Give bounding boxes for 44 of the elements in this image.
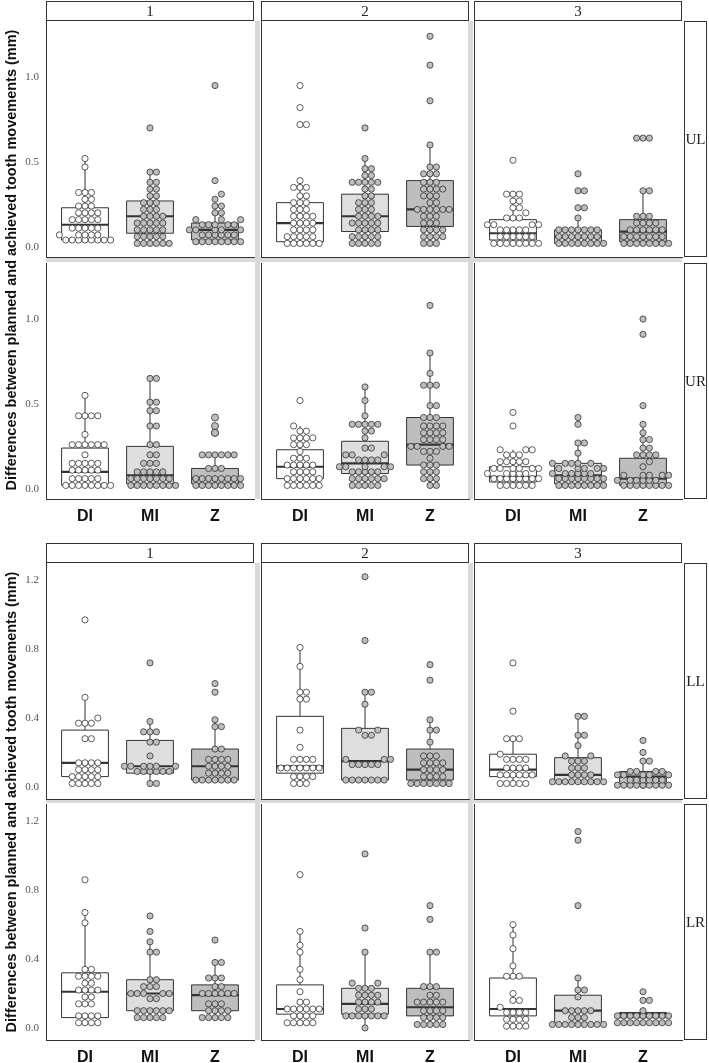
y-tick-label: 0.5 <box>25 396 40 409</box>
x-tick-label: DI <box>505 507 521 525</box>
x-tick-label: MI <box>141 507 159 525</box>
y-axis-title: Differences between planned and achieved tooth movements (mm) <box>2 571 19 1032</box>
chart-title: 2 <box>261 543 469 563</box>
text: LR <box>684 804 707 1040</box>
x-tick-label: Z <box>425 507 436 525</box>
x-tick-label: Z <box>210 1048 221 1063</box>
y-tick-label: 0.5 <box>25 154 40 167</box>
x-tick-label: MI <box>356 1048 374 1063</box>
y-tick-label: 0.0 <box>25 779 40 792</box>
x-tick-label: Z <box>210 507 221 525</box>
y-tick-label: 1.2 <box>25 573 39 586</box>
y-tick-label: 0.4 <box>25 710 40 723</box>
chart-title: 3 <box>474 543 682 563</box>
x-tick-label: Z <box>638 507 649 525</box>
text: UL <box>684 21 707 257</box>
y-tick-label: 0.0 <box>25 1020 40 1033</box>
chart-title: 2 <box>261 1 469 21</box>
chart-title: 3 <box>474 1 682 21</box>
chart-title: 1 <box>46 543 254 563</box>
y-tick-label: 0.0 <box>25 481 40 494</box>
x-tick-label: DI <box>292 1048 308 1063</box>
y-axis-title: Differences between planned and achieved tooth movements (mm) <box>2 29 19 491</box>
x-tick-label: DI <box>77 507 93 525</box>
x-tick-label: MI <box>141 1048 159 1063</box>
text: UR <box>684 263 707 499</box>
x-tick-label: DI <box>292 507 308 525</box>
x-tick-label: MI <box>356 507 374 525</box>
x-tick-label: MI <box>569 1048 587 1063</box>
y-tick-label: 1.2 <box>25 814 39 827</box>
x-tick-label: MI <box>569 507 587 525</box>
x-tick-label: DI <box>77 1048 93 1063</box>
chart-title: 1 <box>46 1 254 21</box>
y-tick-label: 0.8 <box>25 883 40 896</box>
text: LL <box>684 563 707 799</box>
y-tick-label: 0.4 <box>25 951 40 964</box>
y-tick-label: 0.0 <box>25 239 40 252</box>
y-tick-label: 0.8 <box>25 642 40 655</box>
x-tick-label: Z <box>638 1048 649 1063</box>
y-tick-label: 1.0 <box>25 69 40 82</box>
x-tick-label: Z <box>425 1048 436 1063</box>
x-tick-label: DI <box>505 1048 521 1063</box>
y-tick-label: 1.0 <box>25 311 40 324</box>
